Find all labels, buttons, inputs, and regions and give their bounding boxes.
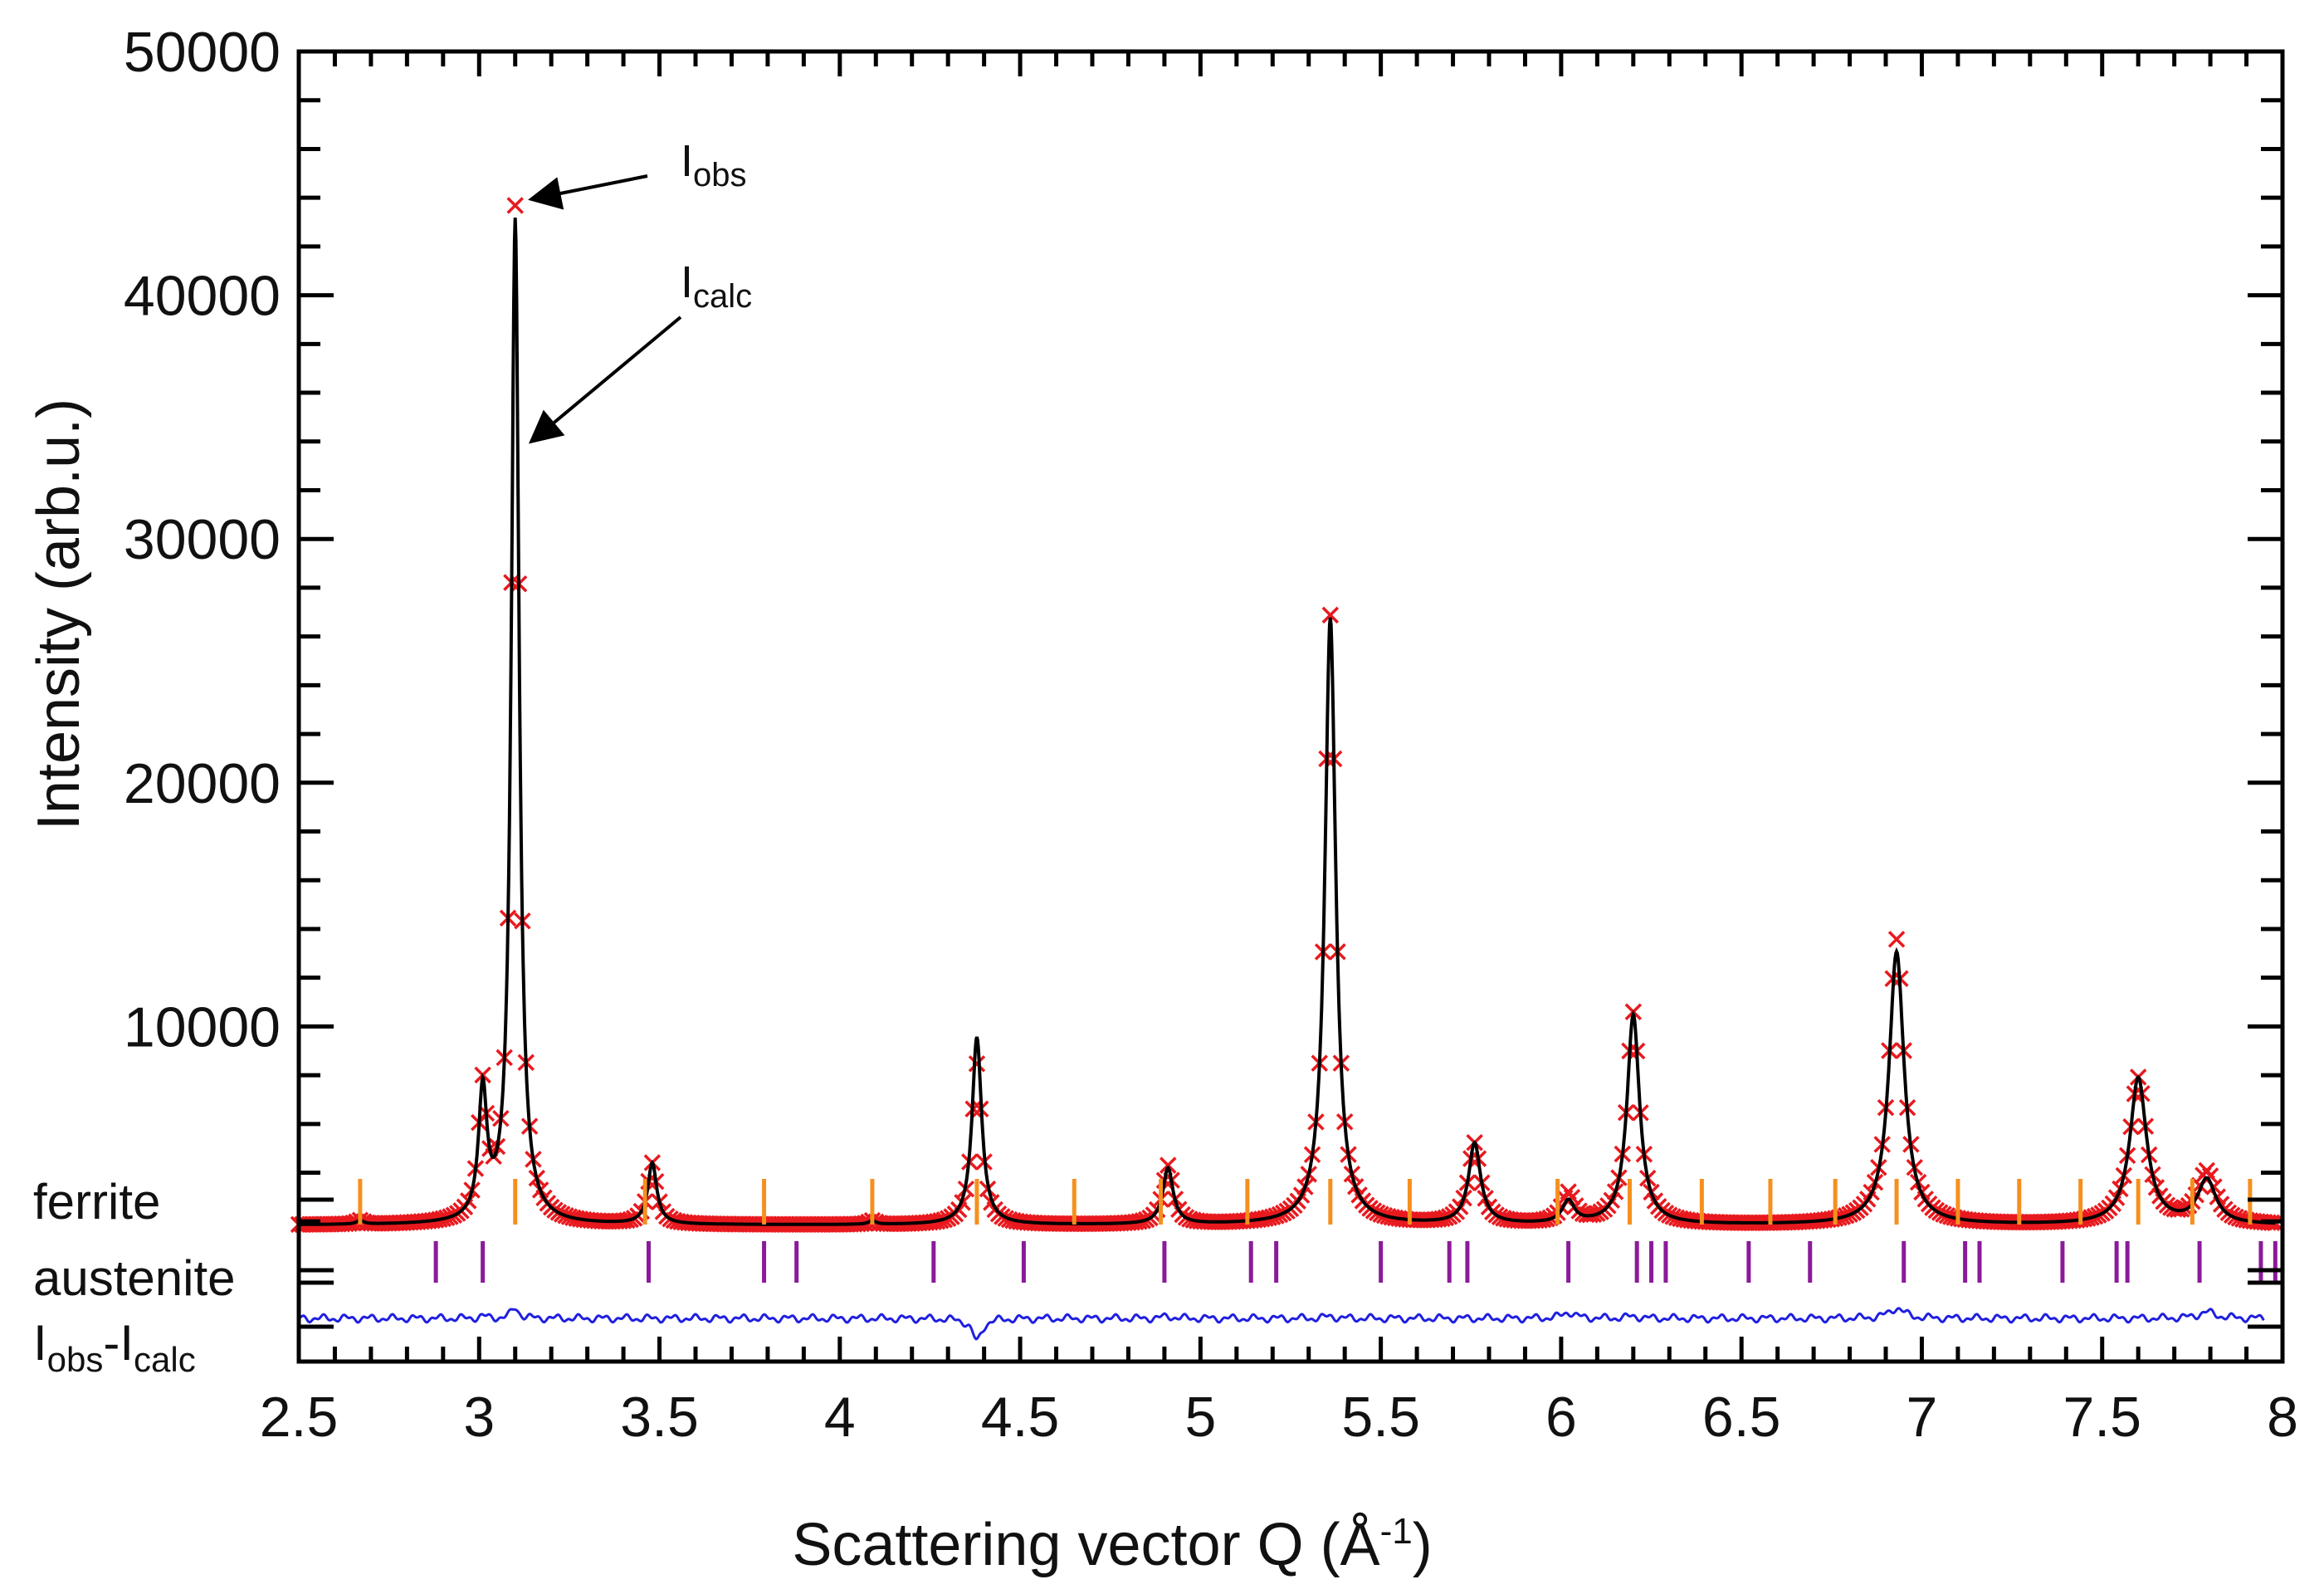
icalc-annotation-arrow xyxy=(528,315,682,444)
difference-row-label-sub-calc: calc xyxy=(134,1340,196,1379)
x-tick-label: 3.5 xyxy=(620,1386,699,1449)
x-axis-title: Scattering vector Q (Å-1) xyxy=(792,1511,1432,1578)
iobs-annotation-arrow xyxy=(528,174,648,210)
ferrite-row-label: ferrite xyxy=(33,1174,160,1230)
y-axis-ticks: 10000 20000 30000 40000 50000 xyxy=(124,21,2282,1329)
icalc-annotation-sub: calc xyxy=(693,278,752,315)
x-tick-label: 4.5 xyxy=(981,1386,1060,1449)
iobs-annotation-sub: obs xyxy=(693,157,747,193)
observed-intensity-markers xyxy=(290,197,2284,1234)
iobs-marker xyxy=(968,1055,986,1073)
ferrite-reflection-ticks xyxy=(358,1179,2253,1225)
iobs-annotation-i: I xyxy=(681,136,693,186)
difference-row-label-i: I xyxy=(33,1315,47,1371)
y-tick-label: 50000 xyxy=(124,21,281,84)
x-tick-label: 6 xyxy=(1545,1386,1577,1449)
x-axis-ticks: 2.5 3 3.5 4 4.5 5 5.5 6 6.5 7 7.5 8 xyxy=(260,51,2298,1449)
x-tick-label: 7.5 xyxy=(2063,1386,2141,1449)
x-tick-label: 8 xyxy=(2267,1386,2298,1449)
difference-row-label-minus-i: -I xyxy=(103,1315,134,1371)
iobs-marker xyxy=(506,197,524,214)
difference-curve xyxy=(299,1307,2265,1341)
iobs-marker xyxy=(1160,1156,1177,1174)
x-tick-label: 5 xyxy=(1184,1386,1216,1449)
x-axis-title-superscript: -1 xyxy=(1380,1511,1413,1552)
y-tick-label: 20000 xyxy=(124,752,281,815)
difference-row-label: Iobs-Icalc xyxy=(33,1315,196,1379)
iobs-marker xyxy=(1321,606,1340,624)
icalc-annotation-label: Icalc xyxy=(681,257,752,315)
y-axis-title: Intensity (arb.u.) xyxy=(26,398,92,830)
calculated-intensity-line xyxy=(299,218,2276,1226)
icalc-annotation-i: I xyxy=(681,257,693,307)
difference-row-label-sub-obs: obs xyxy=(47,1340,104,1379)
plot-frame xyxy=(296,49,2285,1364)
x-axis-title-main: Scattering vector Q (Å xyxy=(792,1512,1379,1578)
austenite-reflection-ticks xyxy=(433,1241,2278,1283)
y-tick-label: 30000 xyxy=(124,508,281,571)
x-tick-label: 2.5 xyxy=(260,1386,339,1449)
y-tick-label: 10000 xyxy=(124,995,281,1059)
x-tick-label: 7 xyxy=(1907,1386,1938,1449)
iobs-annotation-label: Iobs xyxy=(681,136,747,193)
x-tick-label: 5.5 xyxy=(1341,1386,1420,1449)
x-tick-label: 3 xyxy=(463,1386,495,1449)
iobs-marker xyxy=(1887,931,1906,948)
austenite-row-label: austenite xyxy=(33,1250,236,1306)
x-tick-label: 4 xyxy=(824,1386,856,1449)
x-tick-label: 6.5 xyxy=(1702,1386,1781,1449)
x-axis-title-end: ) xyxy=(1413,1512,1433,1578)
y-tick-label: 40000 xyxy=(124,265,281,328)
